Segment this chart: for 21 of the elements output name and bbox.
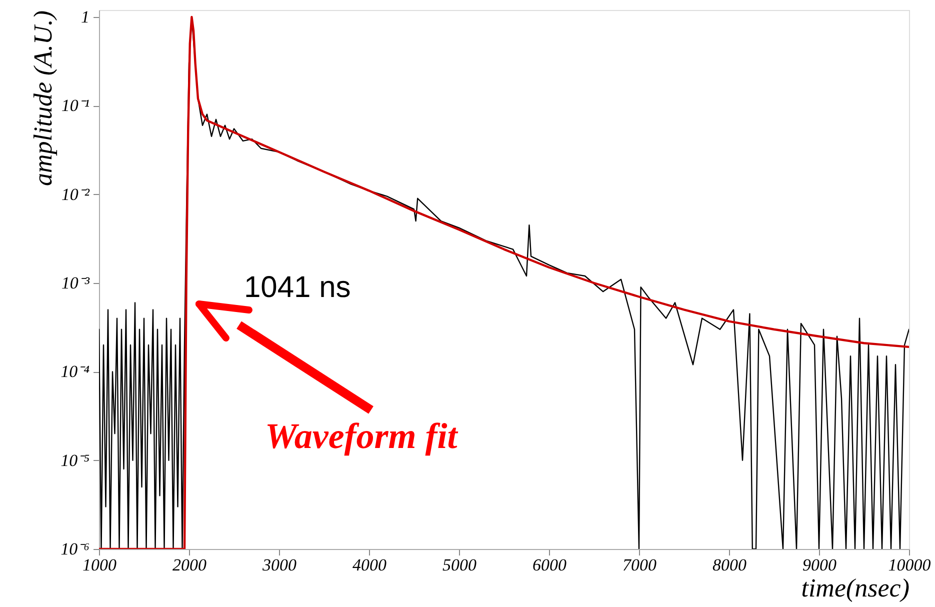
x-tick-label: 3000 (262, 556, 297, 574)
y-tick-label: 10⁻¹ (61, 96, 90, 116)
y-tick-label: 10⁻⁶ (60, 540, 90, 558)
x-tick-label: 2000 (172, 556, 207, 574)
x-tick-label: 7000 (622, 556, 657, 574)
y-tick-label: 10⁻³ (61, 274, 90, 293)
y-tick-label: 10⁻² (61, 184, 90, 204)
x-tick-label: 4000 (352, 556, 387, 574)
annotation: Waveform fit (265, 416, 458, 456)
x-tick-label: 8000 (712, 556, 747, 574)
x-tick-label: 10000 (888, 556, 932, 574)
y-tick-label: 1 (81, 8, 90, 27)
annotation: 1041 ns (244, 271, 351, 304)
x-tick-label: 5000 (442, 556, 477, 574)
x-tick-label: 9000 (802, 556, 837, 574)
y-axis-title: amplitude (A.U.) (28, 10, 58, 186)
x-tick-label: 6000 (532, 556, 567, 574)
y-tick-label: 10⁻⁴ (60, 362, 90, 382)
x-tick-label: 1000 (82, 556, 117, 574)
y-tick-label: 10⁻⁵ (60, 450, 90, 470)
x-axis-title: time(nsec) (801, 574, 910, 602)
